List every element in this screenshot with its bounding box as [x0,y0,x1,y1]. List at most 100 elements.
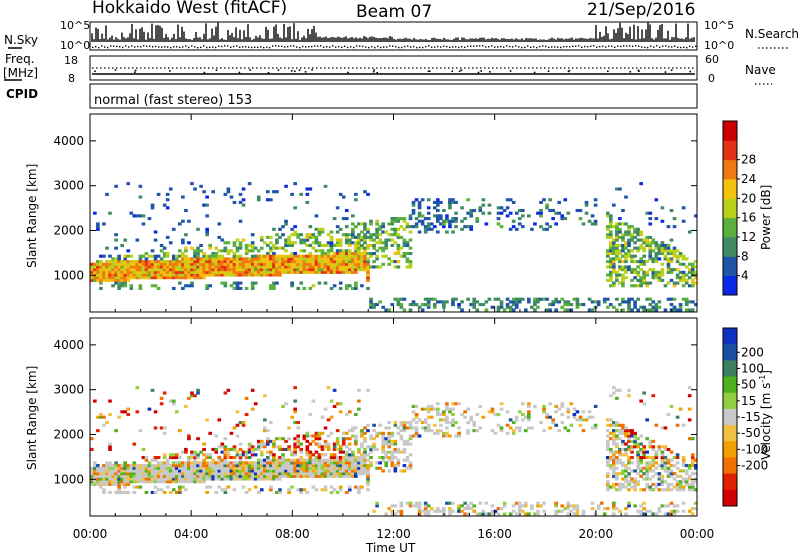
velocity-cell [675,485,680,489]
power-cell [393,233,398,237]
velocity-cell [196,391,200,395]
power-cell [502,208,507,213]
velocity-cell [323,458,328,462]
velocity-cell [123,485,128,489]
power-cell [517,222,522,226]
power-cell [111,265,115,269]
power-cell [305,268,310,272]
velocity-cell [238,477,243,481]
velocity-cell [247,488,252,492]
velocity-cell [548,402,552,406]
velocity-cell [527,418,531,422]
velocity-cell [648,439,653,443]
velocity-cell [402,421,407,425]
power-cell [448,206,452,210]
power-cell [669,260,674,264]
velocity-cell [654,472,659,476]
velocity-cell [144,458,149,462]
power-cell [396,249,401,253]
power-cell [654,241,659,245]
freq-mark [293,70,296,73]
velocity-colorbar-tick-label: -50 [741,426,761,440]
power-cell [323,254,328,258]
cpid-panel-frame [89,83,698,109]
velocity-cell [317,455,322,460]
y-tick-label: 3000 [53,179,84,193]
power-cell [608,273,613,277]
velocity-cell [126,464,131,468]
velocity-cell [150,477,155,481]
velocity-cell [478,501,483,505]
noise-search-dot [617,45,619,47]
power-cell [687,276,692,280]
noise-search-dot [407,45,409,47]
power-cell [317,260,322,264]
velocity-cell [581,429,586,433]
velocity-cell [181,480,185,484]
power-cell [305,254,310,258]
power-cell [687,270,692,274]
velocity-cell [174,466,179,470]
velocity-cell [184,464,188,468]
velocity-cell [645,461,650,465]
velocity-cell [420,421,425,425]
power-cell [608,251,613,256]
velocity-cell [238,453,243,457]
velocity-cell [232,469,237,473]
power-cell [232,273,237,277]
power-cell [299,270,304,274]
velocity-cell [627,434,631,438]
power-cell [381,249,385,253]
velocity-cell [344,445,349,449]
power-cell [96,273,100,277]
power-cell [335,270,340,274]
power-cell [117,281,121,285]
velocity-cell [527,412,531,417]
power-cell [448,219,452,223]
power-cell [645,260,650,264]
power-cell [414,222,419,226]
velocity-cell [290,472,294,476]
velocity-cell [442,507,446,511]
noise-search-dot [404,45,406,48]
power-cell [505,303,510,307]
power-cell [241,262,246,266]
velocity-cell [357,469,361,473]
power-cell [123,281,128,285]
power-cell [244,262,249,266]
power-cell [639,305,643,309]
power-cell [244,246,249,250]
power-cell [384,243,389,247]
velocity-cell [159,480,164,484]
velocity-cell [439,423,443,427]
power-cell [181,238,185,242]
velocity-cell [159,466,164,470]
power-cell [99,278,103,282]
power-cell [238,257,243,261]
power-cell [205,284,209,288]
power-cell [281,268,285,272]
velocity-cell [299,458,304,462]
velocity-cell [402,429,407,433]
velocity-cell [639,488,643,492]
power-cell [378,225,382,229]
noise-search-dot [143,45,145,47]
velocity-cell [126,477,131,481]
power-cell [266,270,270,274]
velocity-cell [278,455,282,460]
power-cell [229,270,234,274]
velocity-cell [681,501,686,505]
velocity-cell [608,466,613,470]
velocity-cell [217,485,222,489]
velocity-cell [675,504,680,508]
power-cell [138,270,143,274]
velocity-cell [344,455,349,460]
velocity-cell [338,461,343,465]
power-cell [621,300,625,304]
power-cell [624,257,628,261]
power-cell [387,222,392,226]
velocity-cell [247,477,252,481]
freq-mark [94,70,96,73]
power-cell [272,273,276,277]
power-cell [99,262,103,266]
